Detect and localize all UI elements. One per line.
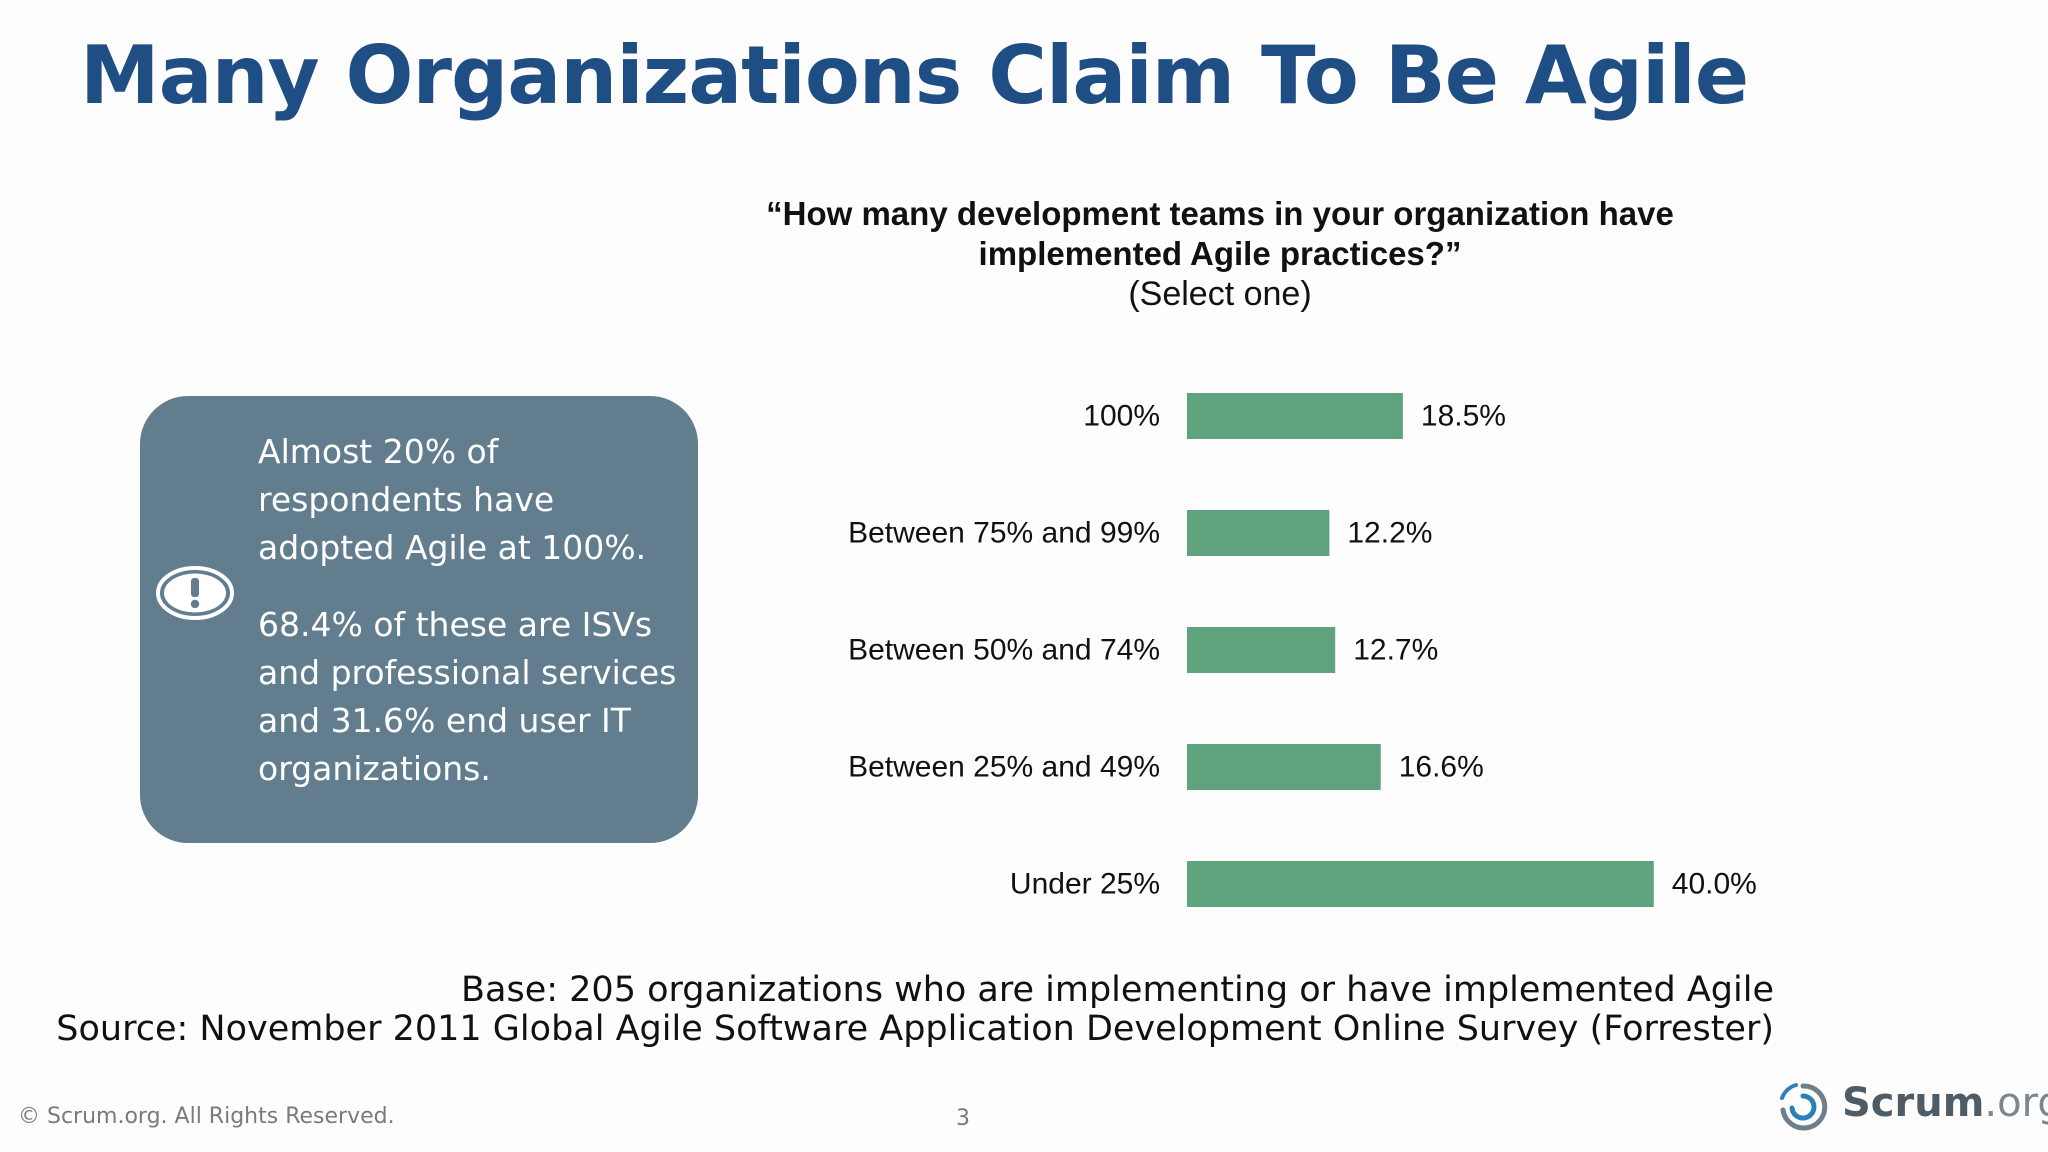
copyright-notice: © Scrum.org. All Rights Reserved. (18, 1104, 395, 1129)
value-label-2: 12.2% (1347, 517, 1432, 550)
chart-question: “How many development teams in your orga… (660, 194, 1780, 314)
bar-1 (1187, 393, 1403, 439)
callout-paragraph-1: Almost 20% of respondents have adopted A… (258, 432, 647, 567)
callout-text: Almost 20% of respondents have adopted A… (258, 428, 688, 793)
slide-title: Many Organizations Claim To Be Agile (80, 29, 1749, 122)
scrum-logo-swirl-icon (1780, 1083, 1828, 1131)
logo-tld: .org (1984, 1080, 2048, 1126)
value-label-3: 12.7% (1353, 634, 1438, 667)
category-label-4: Between 25% and 49% (848, 751, 1160, 784)
value-label-1: 18.5% (1421, 400, 1506, 433)
insight-callout: Almost 20% of respondents have adopted A… (140, 396, 698, 843)
page-number: 3 (956, 1106, 970, 1131)
value-label-4: 16.6% (1399, 751, 1484, 784)
scrum-org-logo: Scrum.org (1774, 1076, 2048, 1136)
bar-5 (1187, 861, 1654, 907)
question-line-2: implemented Agile practices?” (978, 235, 1462, 272)
bar-2 (1187, 510, 1330, 556)
callout-paragraph-2: 68.4% of these are ISVs and professional… (258, 605, 677, 788)
category-label-1: 100% (1083, 400, 1160, 433)
logo-name: Scrum (1842, 1080, 1985, 1126)
bar-4 (1187, 744, 1381, 790)
exclamation-circle-icon (156, 566, 234, 620)
value-label-5: 40.0% (1672, 868, 1757, 901)
logo-text: Scrum.org (1842, 1080, 2048, 1126)
question-line-1: “How many development teams in your orga… (766, 195, 1674, 232)
category-label-3: Between 50% and 74% (848, 634, 1160, 667)
source-footnote: Source: November 2011 Global Agile Softw… (56, 1009, 1774, 1049)
category-label-5: Under 25% (1010, 868, 1160, 901)
bar-3 (1187, 627, 1336, 673)
question-instruction: (Select one) (1128, 275, 1312, 313)
base-footnote: Base: 205 organizations who are implemen… (461, 970, 1774, 1010)
category-label-2: Between 75% and 99% (848, 517, 1160, 550)
